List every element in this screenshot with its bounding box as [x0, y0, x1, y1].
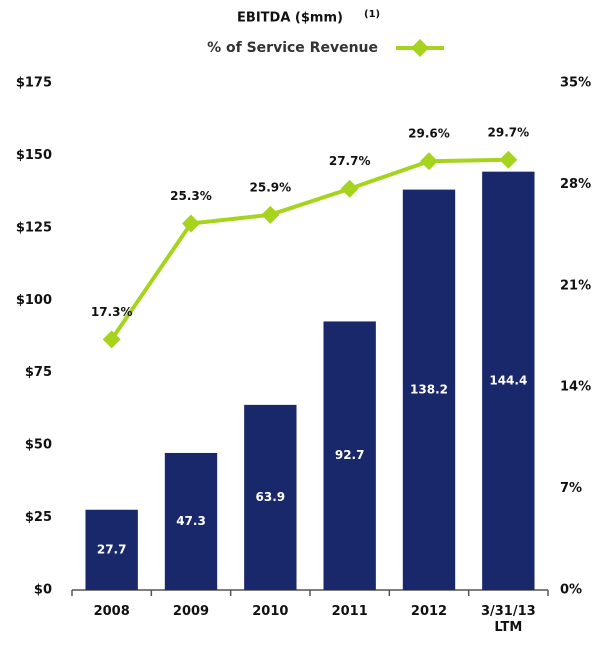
x-tick-label: 2008 — [93, 604, 130, 619]
bar-value-label: 63.9 — [256, 490, 286, 504]
marker — [420, 152, 438, 171]
marker — [182, 214, 200, 233]
y-tick-label: $175 — [16, 76, 52, 91]
y2-tick-label: 7% — [560, 481, 582, 496]
y-tick-label: $50 — [25, 438, 52, 453]
bar-value-label: 92.7 — [335, 448, 365, 462]
y-tick-label: $125 — [16, 220, 52, 235]
x-tick-label: 2012 — [410, 604, 448, 619]
marker — [499, 150, 518, 169]
y2-tick-label: 0% — [560, 583, 582, 598]
line-value-label: 27.7% — [329, 154, 371, 168]
x-tick-label: 2009 — [172, 604, 210, 619]
bar — [85, 509, 138, 590]
legend-marker — [411, 39, 429, 57]
y-tick-label: $0 — [34, 583, 52, 598]
y-tick-label: $25 — [25, 510, 52, 525]
marker — [261, 205, 280, 224]
y-tick-label: $150 — [16, 148, 52, 163]
line-value-label: 29.6% — [408, 127, 450, 141]
x-tick-label: 3/31/13 LTM — [480, 604, 536, 635]
bar-value-label: 138.2 — [410, 382, 448, 396]
bar-value-label: 47.3 — [176, 514, 206, 528]
y2-tick-label: 14% — [560, 380, 591, 395]
line-value-label: 25.9% — [250, 180, 292, 194]
y-tick-label: $75 — [25, 365, 52, 380]
chart-title: EBITDA ($mm) — [237, 11, 343, 26]
y2-tick-label: 35% — [560, 76, 591, 91]
bar — [164, 452, 218, 590]
line-value-label: 25.3% — [170, 189, 212, 203]
x-tick-label: 2011 — [331, 604, 368, 619]
bar — [244, 404, 297, 590]
marker — [340, 179, 359, 198]
marker — [102, 330, 121, 349]
y2-tick-label: 28% — [560, 177, 591, 192]
y2-tick-label: 21% — [560, 278, 591, 293]
legend-label: % of Service Revenue — [207, 40, 378, 56]
bar — [323, 321, 376, 590]
bar-value-label: 27.7 — [97, 542, 127, 556]
line-value-label: 17.3% — [91, 305, 133, 319]
bar — [402, 189, 456, 590]
line-value-label: 29.7% — [488, 125, 530, 139]
line — [110, 157, 509, 341]
bar-value-label: 144.4 — [489, 373, 527, 387]
title-note: (1) — [364, 9, 380, 20]
bar — [482, 171, 535, 590]
y-tick-label: $100 — [16, 293, 52, 308]
x-tick-label: 2010 — [252, 604, 289, 619]
